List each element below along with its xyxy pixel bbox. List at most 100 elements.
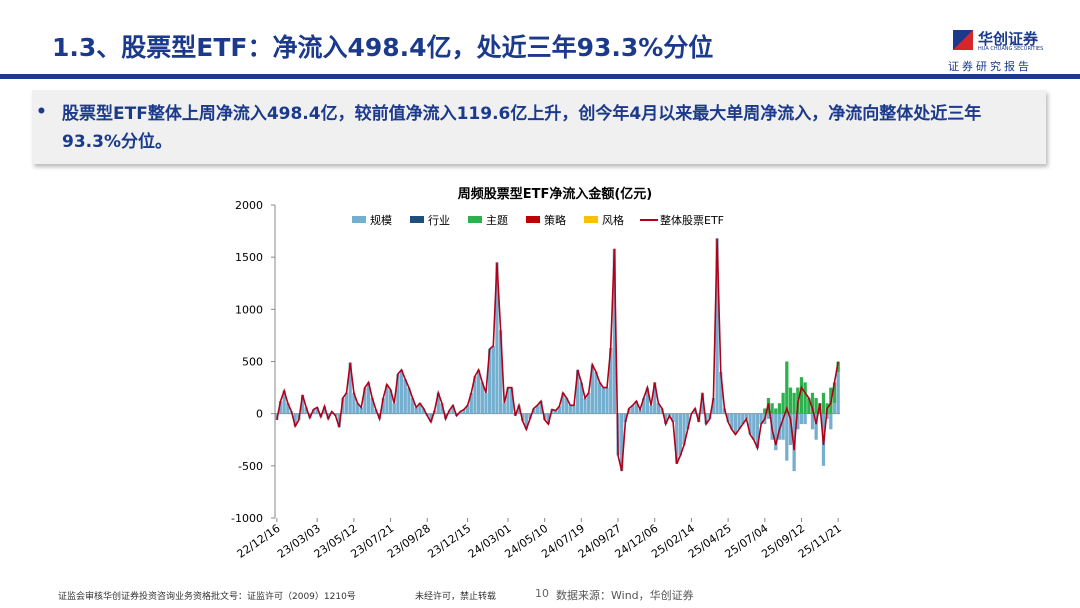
y-tick-label: -1000 [231, 512, 263, 525]
bar [829, 413, 833, 430]
bar [781, 392, 785, 414]
bar [359, 407, 363, 414]
bar [774, 413, 778, 451]
legend-swatch [526, 216, 540, 223]
bar [517, 405, 521, 414]
bar [836, 372, 840, 414]
bar [388, 389, 393, 414]
bar [539, 401, 543, 414]
bar [524, 413, 528, 430]
bar [352, 392, 356, 414]
bar [366, 382, 371, 414]
bar [363, 387, 367, 414]
y-tick-label: 0 [256, 408, 263, 421]
legend-label: 主题 [486, 214, 508, 227]
bar [609, 347, 613, 414]
bar [510, 387, 514, 414]
bar [561, 392, 565, 414]
bar [653, 382, 657, 414]
bar [572, 405, 576, 414]
bar [788, 413, 793, 445]
bar [465, 405, 470, 414]
bar [399, 369, 404, 414]
bar [803, 382, 807, 414]
bar [832, 403, 837, 414]
summary-text: 股票型ETF整体上周净流入498.4亿，较前值净流入119.6亿上升，创今年4月… [62, 104, 982, 152]
bar [836, 361, 840, 373]
y-tick-label: 1000 [235, 303, 263, 316]
bar [759, 413, 763, 425]
legend-label: 整体股票ETF [660, 213, 724, 227]
bar [546, 413, 550, 425]
bar [799, 377, 804, 414]
bar [656, 403, 661, 414]
bar [476, 369, 481, 414]
bar [568, 405, 572, 414]
bar [344, 392, 349, 414]
bar [429, 413, 433, 423]
license: 证监会审核华创证券投资咨询业务资格批文号：证监许可（2009）1210号 [58, 592, 356, 602]
bar [678, 413, 683, 456]
bar [645, 387, 650, 414]
bar [664, 413, 668, 425]
source: 数据来源：Wind，华创证券 [556, 589, 694, 602]
bar [682, 413, 686, 445]
bar [532, 408, 536, 414]
bar [763, 408, 767, 414]
bar [788, 387, 793, 414]
bar [495, 262, 499, 414]
slide-title: 1.3、股票型ETF：净流入498.4亿，处近三年93.3%分位 [52, 33, 714, 62]
bar [436, 392, 440, 414]
bar [278, 401, 283, 414]
bar [601, 387, 605, 414]
bar [576, 369, 580, 414]
legend-swatch [584, 216, 598, 223]
bar [744, 413, 749, 419]
header-rule [0, 74, 1080, 79]
bar [620, 413, 624, 472]
bar [792, 392, 796, 414]
logo-name: 华创证券 [978, 30, 1039, 48]
bar [715, 238, 719, 414]
x-tick-label: 22/12/16 [235, 522, 283, 561]
bar [491, 345, 495, 414]
bar [803, 413, 807, 425]
bar [403, 379, 407, 414]
bar [300, 394, 305, 414]
bar [598, 382, 602, 414]
bar [594, 371, 598, 414]
bar [590, 364, 594, 414]
bar [741, 413, 745, 425]
bar [711, 398, 716, 414]
bar [583, 398, 587, 414]
bar [462, 409, 466, 414]
bar [565, 398, 569, 414]
bar [719, 371, 723, 414]
bar [311, 409, 316, 414]
bar [579, 382, 583, 414]
bar [554, 410, 558, 414]
bar [623, 413, 628, 423]
x-tick-label: 23/12/15 [425, 522, 473, 561]
bar [421, 408, 426, 414]
legend-label: 行业 [428, 214, 450, 227]
bar [634, 401, 639, 414]
bar [810, 413, 815, 430]
bar [535, 405, 539, 414]
bar [638, 409, 642, 414]
bar [315, 407, 319, 414]
bar [293, 413, 297, 427]
bar [807, 398, 811, 414]
bar [777, 413, 782, 440]
bar [642, 398, 646, 414]
bar [796, 413, 800, 430]
bar [755, 413, 760, 449]
bar [370, 398, 374, 414]
summary-box [32, 90, 1046, 164]
bar [348, 362, 352, 414]
bar [407, 387, 411, 414]
bar [498, 330, 503, 414]
bar [451, 405, 455, 414]
bar [631, 405, 635, 414]
y-tick-label: -500 [238, 460, 263, 473]
